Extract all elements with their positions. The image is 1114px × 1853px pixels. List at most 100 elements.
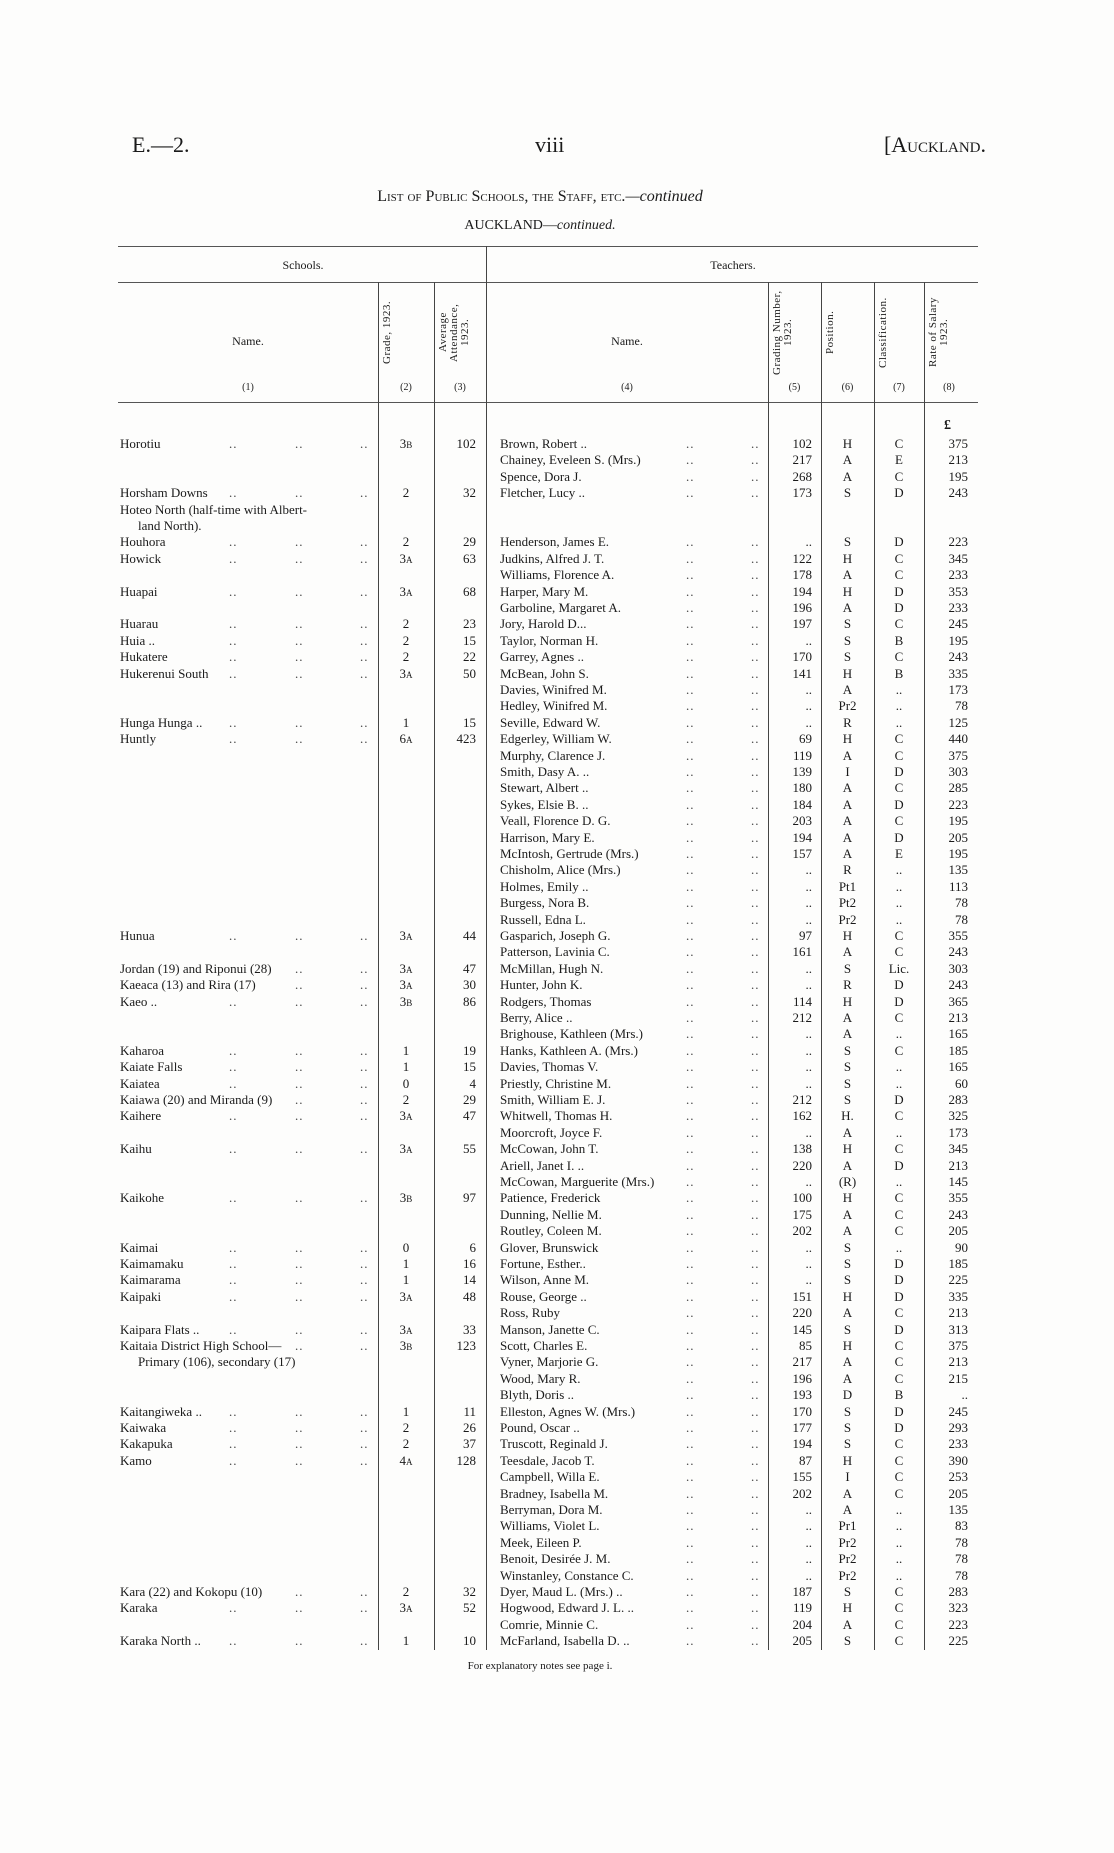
- leader-dots: ..: [751, 1321, 760, 1337]
- leader-dots: ..: [360, 1338, 369, 1353]
- leader-dots: ..: [686, 862, 695, 878]
- teacher-name: Berry, Alice ..: [500, 1010, 573, 1025]
- grading-number: 202: [792, 1485, 813, 1501]
- average-attendance: 102: [456, 436, 477, 451]
- teacher-name: Stewart, Albert ..: [500, 780, 589, 796]
- classification: C: [894, 813, 904, 829]
- position: H: [842, 1288, 853, 1304]
- leader-dots: ..: [229, 928, 238, 943]
- leader-dots: ..: [229, 1256, 238, 1271]
- leader-dots: ..: [360, 649, 369, 665]
- report-code: E.—2.: [132, 132, 190, 157]
- leader-dots: ..: [751, 846, 760, 861]
- position: S: [843, 1321, 852, 1337]
- classification: C: [894, 1616, 904, 1632]
- leader-dots: ..: [686, 468, 695, 484]
- grading-number: ..: [805, 1075, 813, 1091]
- classification: D: [894, 764, 904, 779]
- teacher-name: Hogwood, Edward J. L. ..: [500, 1600, 634, 1616]
- leader-dots: ..: [295, 1141, 304, 1157]
- table-row: Hunga Hunga ........ 1 15 Seville, Edward W…: [0, 715, 1114, 731]
- position: H: [842, 1600, 853, 1616]
- leader-dots: ..: [360, 1075, 369, 1091]
- title-suffix: —continued: [625, 188, 703, 205]
- table-row: Houhora...... 2 29 Henderson, James E......…: [0, 534, 1114, 550]
- salary: 185: [948, 1256, 969, 1271]
- table-row: Benoit, Desirée J. M....... Pr2.. 78: [0, 1551, 1114, 1567]
- teacher-name: Judkins, Alfred J. T.: [500, 550, 605, 566]
- grade: 2: [402, 1436, 410, 1452]
- table-row: Veall, Florence D. G..... 203 A C 195: [0, 813, 1114, 829]
- table-row: Kakapuka...... 2 37 Truscott, Reginald J...…: [0, 1436, 1114, 1452]
- classification: ..: [895, 911, 903, 927]
- table-row: Campbell, Willa E..... 155 I C 253: [0, 1469, 1114, 1485]
- salary: 135: [948, 1502, 969, 1517]
- teacher-name: Comrie, Minnie C.: [500, 1616, 599, 1632]
- teacher-name: Wilson, Anne M.: [500, 1272, 590, 1288]
- leader-dots: ..: [360, 1288, 369, 1304]
- salary: 78: [955, 1567, 968, 1583]
- leader-dots: ..: [751, 1600, 760, 1616]
- table-row: Hukerenui South...... 3A 50 McBean, John S.…: [0, 666, 1114, 682]
- table-row: Huia ........ 2 15 Taylor, Norman H....... S…: [0, 633, 1114, 649]
- leader-dots: ..: [229, 1633, 238, 1649]
- leader-dots: ..: [686, 649, 695, 665]
- leader-dots: ..: [751, 960, 760, 976]
- leader-dots: ..: [751, 583, 760, 599]
- teacher-name: Harrison, Mary E.: [500, 829, 595, 845]
- table-row: Comrie, Minnie C..... 204 A C 223: [0, 1617, 1114, 1633]
- leader-dots: ..: [360, 1600, 369, 1616]
- position: S: [843, 1042, 852, 1058]
- grade: 2: [402, 649, 410, 665]
- footer-note: For explanatory notes see page i.: [467, 1660, 613, 1672]
- table-row: Ross, Ruby.... 220 A C 213: [0, 1305, 1114, 1321]
- classification: B: [894, 1387, 904, 1403]
- leader-dots: ..: [751, 1223, 760, 1239]
- leader-dots: ..: [686, 960, 695, 976]
- average-attendance: 33: [463, 1321, 476, 1337]
- leader-dots: ..: [229, 1420, 238, 1435]
- teacher-name: Ariell, Janet I. ..: [500, 1157, 585, 1173]
- salary: 78: [955, 911, 968, 927]
- classification: C: [894, 1354, 904, 1370]
- table-row: Bradney, Isabella M..... 202 A C 205: [0, 1486, 1114, 1502]
- title-main: List of Public Schools, the Staff, etc.: [377, 188, 626, 205]
- salary: 323: [948, 1600, 969, 1616]
- grading-number: 178: [792, 567, 813, 583]
- table-row: Brighouse, Kathleen (Mrs.)...... A.. 165: [0, 1026, 1114, 1042]
- table-row: Hoteo North (half-time with Albert-: [0, 502, 1114, 518]
- position: A: [842, 1026, 853, 1042]
- grading-number: 170: [792, 649, 813, 665]
- average-attendance: 26: [463, 1420, 476, 1435]
- position: A: [842, 1124, 853, 1140]
- position: A: [842, 747, 853, 763]
- classification: C: [894, 616, 904, 632]
- salary: 375: [948, 436, 969, 451]
- teacher-name: Campbell, Willa E.: [500, 1469, 600, 1485]
- classification: ..: [895, 714, 903, 730]
- grade: 1: [402, 1633, 410, 1649]
- position: S: [843, 1420, 852, 1435]
- position: A: [842, 682, 853, 697]
- leader-dots: ..: [751, 977, 760, 993]
- table-row: Stewart, Albert ...... 180 A C 285: [0, 780, 1114, 796]
- leader-dots: ..: [751, 862, 760, 878]
- leader-dots: ..: [751, 1141, 760, 1157]
- leader-dots: ..: [229, 1108, 238, 1124]
- classification: E: [895, 452, 903, 468]
- school-name: Kaihu: [120, 1141, 152, 1157]
- grading-number: 87: [799, 1452, 812, 1468]
- teacher-name: Garboline, Margaret A.: [500, 600, 622, 615]
- school-name: Kaimarama: [120, 1272, 181, 1288]
- leader-dots: ..: [295, 550, 304, 566]
- position: A: [842, 600, 853, 615]
- leader-dots: ..: [360, 1403, 369, 1419]
- leader-dots: ..: [686, 1288, 695, 1304]
- position: A: [842, 1616, 853, 1632]
- grading-number: 102: [792, 436, 813, 451]
- table-row: McCowan, Marguerite (Mrs.)...... (R).. 145: [0, 1174, 1114, 1190]
- classification: D: [894, 1092, 904, 1107]
- table-row: Huarau...... 2 23 Jory, Harold D....... 197 S…: [0, 616, 1114, 632]
- teacher-name: Burgess, Nora B.: [500, 895, 590, 911]
- position: H: [842, 1452, 853, 1468]
